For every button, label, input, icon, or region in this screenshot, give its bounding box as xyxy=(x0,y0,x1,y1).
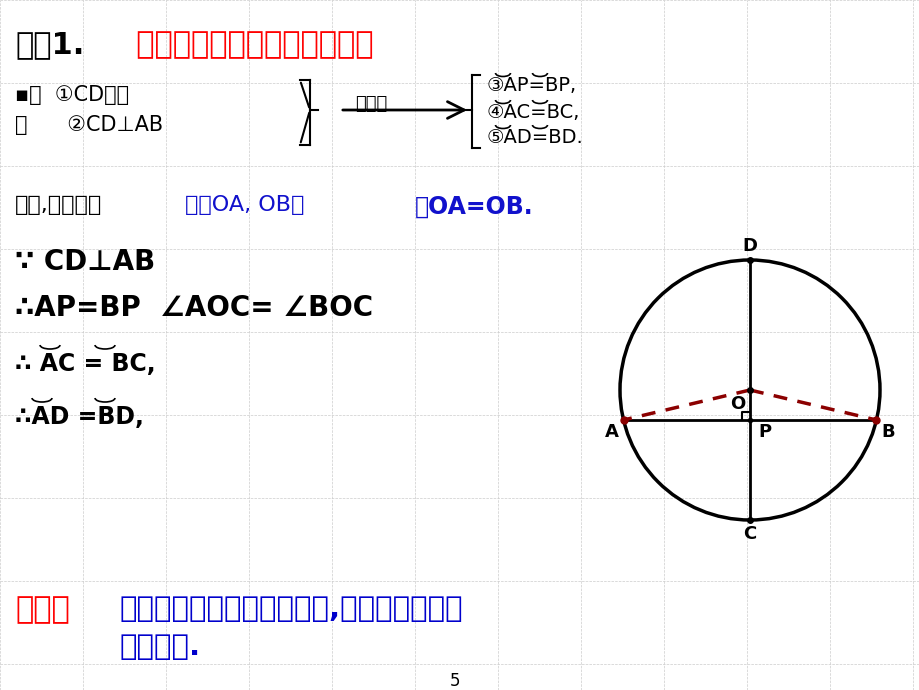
Text: 垂直于弦的直径有什么特点？: 垂直于弦的直径有什么特点？ xyxy=(115,30,373,59)
Text: ▪由  ①CD是直: ▪由 ①CD是直 xyxy=(15,85,129,105)
Text: 定理：: 定理： xyxy=(15,595,70,624)
Text: 问题1.: 问题1. xyxy=(15,30,85,59)
Text: 径      ②CD⊥AB: 径 ②CD⊥AB xyxy=(15,115,163,135)
Text: 连结OA, OB，: 连结OA, OB， xyxy=(185,195,304,215)
Text: ∴AP=BP  ∠AOC= ∠BOC: ∴AP=BP ∠AOC= ∠BOC xyxy=(15,294,373,322)
Text: D: D xyxy=(742,237,756,255)
Text: ⑤AD=BD.: ⑤AD=BD. xyxy=(486,128,584,147)
Text: A: A xyxy=(604,423,618,441)
Text: ∴AD =BD,: ∴AD =BD, xyxy=(15,405,143,429)
Text: 则OA=OB.: 则OA=OB. xyxy=(414,195,533,219)
Text: 可推得: 可推得 xyxy=(355,95,387,113)
Text: 5: 5 xyxy=(449,672,460,690)
Text: 的两条弧.: 的两条弧. xyxy=(119,633,201,661)
Text: B: B xyxy=(880,423,894,441)
Text: 如图,理由是：: 如图,理由是： xyxy=(15,195,102,215)
Text: O: O xyxy=(729,395,744,413)
Text: ④AC=BC,: ④AC=BC, xyxy=(486,103,580,122)
Text: P: P xyxy=(757,423,770,441)
Text: 垂直于弦的直径平分这条弦,并且平分弦所对: 垂直于弦的直径平分这条弦,并且平分弦所对 xyxy=(119,595,463,623)
Text: C: C xyxy=(743,525,755,543)
Text: ∵ CD⊥AB: ∵ CD⊥AB xyxy=(15,248,155,276)
Text: ③AP=BP,: ③AP=BP, xyxy=(486,76,576,95)
Text: ∴ AC = BC,: ∴ AC = BC, xyxy=(15,352,155,376)
